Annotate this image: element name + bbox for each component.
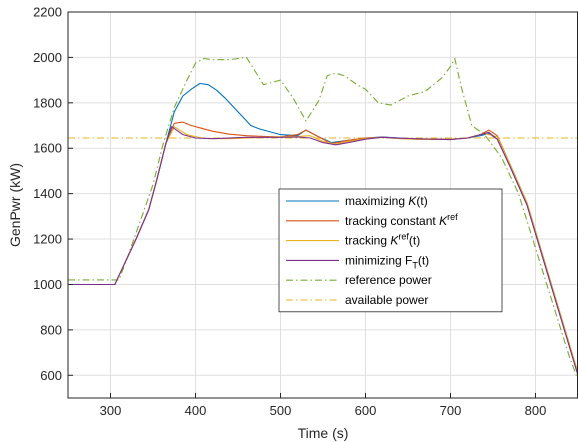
series-line-3 xyxy=(68,126,578,376)
y-tick-label: 1800 xyxy=(33,95,62,110)
legend: maximizing K(t) tracking constant Kref tra… xyxy=(278,188,503,313)
axis-ticks: 300 400 500 600 700 800 600 800 1000 1200 1400 1600… xyxy=(33,5,546,419)
y-tick-label: 1600 xyxy=(33,141,62,156)
y-tick-label: 1400 xyxy=(33,186,62,201)
legend-label: tracking constant Kref xyxy=(345,212,458,228)
y-tick-label: 1200 xyxy=(33,232,62,247)
x-tick-label: 800 xyxy=(525,403,547,418)
legend-label: reference power xyxy=(345,273,432,287)
x-tick-label: 700 xyxy=(440,403,462,418)
x-tick-label: 600 xyxy=(355,403,377,418)
legend-label: minimizing FT(t) xyxy=(345,253,429,270)
y-axis-label: GenPwr (kW) xyxy=(7,163,23,247)
y-tick-label: 1000 xyxy=(33,277,62,292)
legend-label: available power xyxy=(345,293,428,307)
legend-label: maximizing K(t) xyxy=(345,194,428,208)
series-line-4 xyxy=(68,56,578,380)
plot-lines xyxy=(68,56,578,380)
y-tick-label: 2200 xyxy=(33,5,62,20)
y-tick-label: 800 xyxy=(40,322,62,337)
x-tick-label: 400 xyxy=(185,403,207,418)
y-tick-label: 2000 xyxy=(33,50,62,65)
y-tick-label: 600 xyxy=(40,368,62,383)
x-tick-label: 300 xyxy=(100,403,122,418)
legend-box xyxy=(278,188,503,313)
x-tick-label: 500 xyxy=(270,403,292,418)
legend-label: tracking Kref(t) xyxy=(345,232,420,248)
x-axis-label: Time (s) xyxy=(298,425,349,441)
